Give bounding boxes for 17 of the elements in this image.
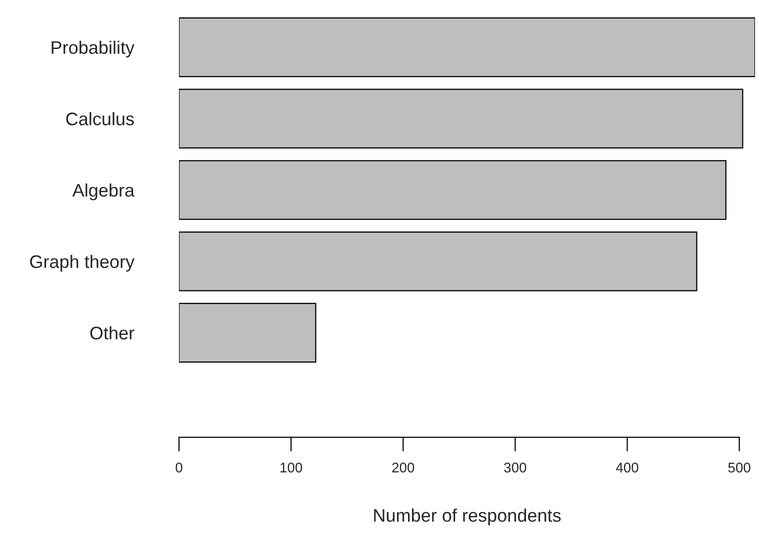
x-tick-label: 200 [392,462,414,472]
y-tick-label: Graph theory [30,254,135,272]
y-tick-label: Probability [52,40,135,58]
x-axis-title: Number of respondents [374,508,561,526]
bar [179,88,744,148]
bar [179,160,726,220]
bar [179,302,316,363]
bar [179,17,755,78]
y-tick-label: Algebra [72,183,135,200]
x-tick-label: 0 [176,462,182,472]
bar [179,232,698,292]
x-tick-label: 100 [280,462,302,472]
y-tick-label: Other [90,326,134,340]
x-tick-label: 500 [728,462,750,472]
x-tick-label: 300 [504,462,526,472]
y-tick-label: Calculus [66,112,134,126]
x-tick-label: 400 [616,462,638,472]
